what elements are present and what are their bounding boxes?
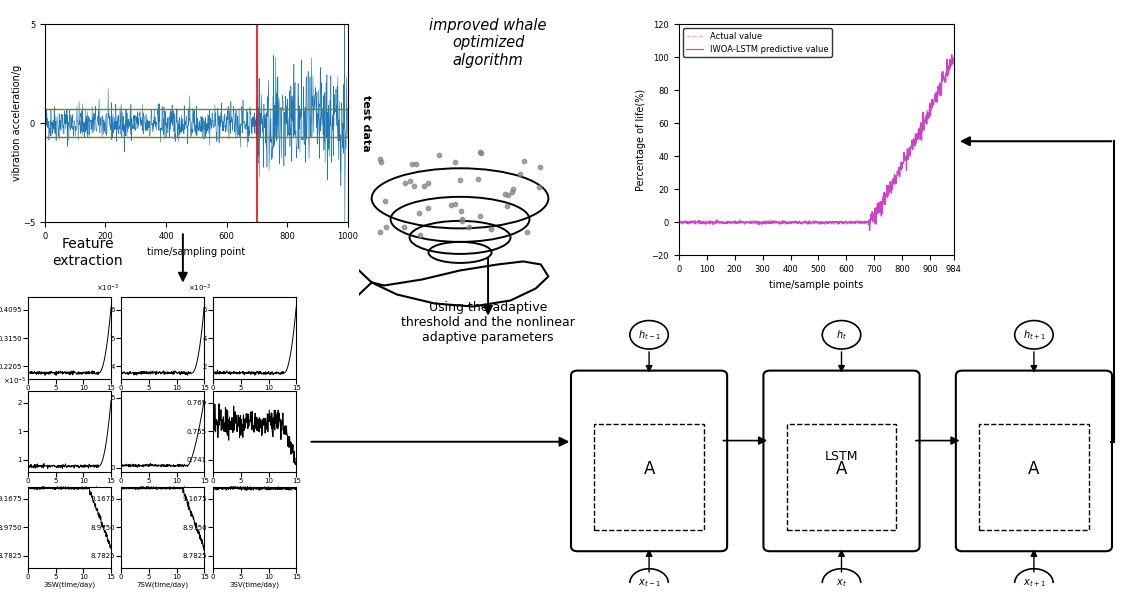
Point — [503, 187, 521, 197]
FancyBboxPatch shape — [956, 371, 1112, 551]
Actual value — [700, 220, 714, 227]
Point — [445, 157, 463, 166]
Text: A: A — [1028, 460, 1040, 478]
X-axis label: SpecV(time/day): SpecV(time/day) — [40, 486, 99, 492]
Actual value — [808, 218, 821, 225]
Point — [445, 200, 463, 209]
Text: Feature
extraction: Feature extraction — [53, 237, 122, 267]
IWOA-LSTM predictive value — [880, 192, 893, 200]
Point — [419, 178, 436, 188]
Legend: Actual value, IWOA-LSTM predictive value: Actual value, IWOA-LSTM predictive value — [683, 28, 831, 57]
Text: LSTM: LSTM — [825, 450, 858, 463]
Point — [472, 148, 490, 158]
Text: Using the adaptive
threshold and the nonlinear
adaptive parameters: Using the adaptive threshold and the non… — [402, 300, 574, 344]
Text: $h_{t+1}$: $h_{t+1}$ — [1022, 328, 1046, 342]
Y-axis label: vibration acceleration/g: vibration acceleration/g — [11, 65, 21, 182]
Text: A: A — [643, 460, 655, 478]
Point — [518, 227, 536, 236]
Actual value — [880, 191, 893, 198]
X-axis label: RMS(time/day): RMS(time/day) — [44, 392, 95, 399]
Point — [420, 203, 438, 213]
Point — [482, 224, 500, 233]
Point — [442, 201, 460, 210]
FancyBboxPatch shape — [787, 424, 896, 530]
Point — [453, 216, 471, 226]
FancyBboxPatch shape — [571, 371, 727, 551]
IWOA-LSTM predictive value — [852, 219, 865, 226]
Point — [460, 222, 478, 231]
Point — [505, 185, 523, 194]
Line: Actual value: Actual value — [679, 55, 954, 230]
Point — [499, 190, 517, 200]
IWOA-LSTM predictive value — [700, 220, 714, 227]
FancyBboxPatch shape — [763, 371, 920, 551]
Point — [530, 183, 548, 192]
Point — [451, 175, 469, 185]
Point — [396, 178, 414, 188]
Y-axis label: Percentage of life(%): Percentage of life(%) — [636, 89, 646, 191]
IWOA-LSTM predictive value — [672, 220, 686, 227]
Point — [415, 182, 433, 191]
Point — [469, 175, 487, 185]
Point — [406, 159, 424, 169]
Point — [498, 201, 516, 211]
Text: test data: test data — [361, 95, 371, 151]
Text: $x_t$: $x_t$ — [836, 577, 847, 589]
Point — [373, 157, 390, 166]
Text: improved whale
optimized
algorithm: improved whale optimized algorithm — [430, 18, 546, 68]
Point — [371, 154, 389, 163]
Text: $x_{t+1}$: $x_{t+1}$ — [1022, 577, 1046, 589]
Point — [395, 222, 413, 232]
Text: $h_t$: $h_t$ — [836, 328, 847, 342]
IWOA-LSTM predictive value — [711, 219, 725, 226]
Point — [376, 196, 394, 206]
Point — [531, 162, 549, 172]
Line: IWOA-LSTM predictive value: IWOA-LSTM predictive value — [679, 55, 954, 231]
Point — [402, 176, 420, 186]
X-axis label: 3SV(time/day): 3SV(time/day) — [230, 582, 279, 588]
Actual value — [711, 217, 725, 224]
Point — [512, 169, 530, 178]
X-axis label: SpecRMS(time/day): SpecRMS(time/day) — [129, 392, 196, 399]
Actual value — [947, 54, 960, 61]
Actual value — [852, 220, 865, 227]
Point — [405, 181, 423, 191]
X-axis label: time/sampling point: time/sampling point — [147, 246, 246, 257]
Text: A: A — [836, 460, 847, 478]
X-axis label: 7SW(time/day): 7SW(time/day) — [137, 582, 188, 588]
X-axis label: 3EW(time/day): 3EW(time/day) — [229, 486, 280, 492]
Point — [471, 212, 489, 221]
Text: ×10$^{-3}$: ×10$^{-3}$ — [188, 282, 212, 293]
Point — [452, 207, 470, 216]
Point — [496, 190, 514, 200]
X-axis label: 3SW(time/day): 3SW(time/day) — [44, 582, 95, 588]
IWOA-LSTM predictive value — [808, 218, 821, 225]
X-axis label: SpecM(time/day): SpecM(time/day) — [226, 392, 284, 399]
Actual value — [672, 221, 686, 228]
Point — [515, 156, 533, 166]
Point — [403, 159, 421, 169]
Actual value — [945, 51, 958, 58]
Actual value — [901, 145, 914, 152]
Point — [471, 147, 489, 157]
IWOA-LSTM predictive value — [901, 145, 914, 153]
Text: $x_{t-1}$: $x_{t-1}$ — [637, 577, 661, 589]
FancyBboxPatch shape — [595, 424, 705, 530]
Text: ×10$^{-3}$: ×10$^{-3}$ — [96, 282, 120, 293]
FancyBboxPatch shape — [978, 424, 1088, 530]
Point — [377, 222, 395, 231]
Actual value — [863, 227, 876, 234]
Point — [371, 227, 389, 237]
X-axis label: time/sample points: time/sample points — [769, 279, 864, 290]
IWOA-LSTM predictive value — [863, 227, 876, 234]
Point — [411, 209, 429, 218]
Point — [453, 214, 471, 224]
Text: $h_{t-1}$: $h_{t-1}$ — [637, 328, 661, 342]
X-axis label: P-P(time/day): P-P(time/day) — [139, 486, 186, 492]
Point — [430, 150, 448, 160]
IWOA-LSTM predictive value — [947, 55, 960, 62]
IWOA-LSTM predictive value — [945, 51, 958, 58]
Point — [412, 230, 430, 240]
Text: ×10$^{-5}$: ×10$^{-5}$ — [3, 376, 27, 386]
